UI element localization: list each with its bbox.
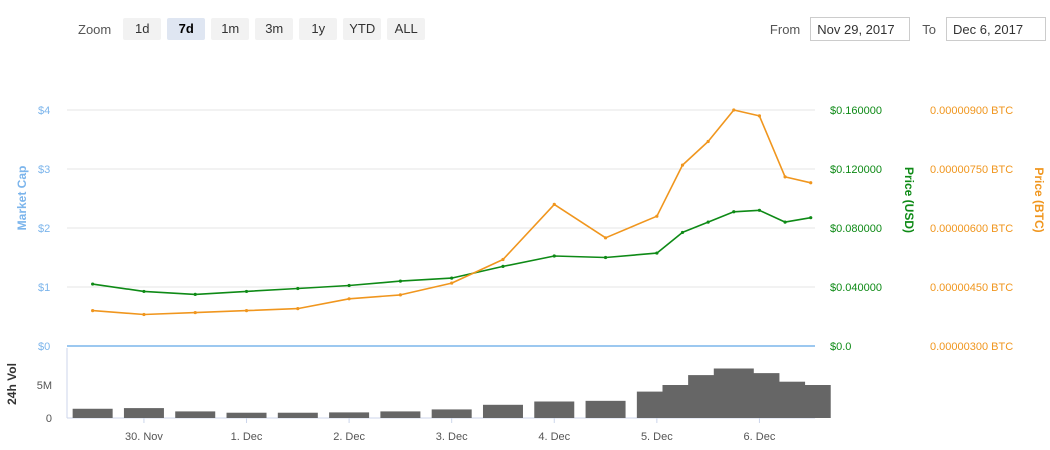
volume-bar xyxy=(329,412,370,418)
zoom-1m-button[interactable]: 1m xyxy=(211,18,250,40)
zoom-all-button[interactable]: ALL xyxy=(387,18,426,40)
x-tick-label: 1. Dec xyxy=(231,431,263,443)
to-label: To xyxy=(922,21,936,37)
volume-bar xyxy=(380,411,421,418)
price-usd-axis-title: Price (USD) xyxy=(902,167,916,233)
volume-axis-title: 24h Vol xyxy=(5,363,19,405)
price-btc-point xyxy=(347,297,351,301)
price-btc-point xyxy=(501,257,505,262)
price-usd-point xyxy=(603,255,608,260)
price-btc-point xyxy=(450,281,454,285)
price-btc-point xyxy=(757,114,762,118)
volume-tick: 5M xyxy=(37,380,52,392)
to-date-input[interactable] xyxy=(946,17,1046,41)
price-btc-point xyxy=(706,139,710,144)
price-usd-point xyxy=(296,286,300,291)
price-btc-tick: 0.00000450 BTC xyxy=(930,282,1013,294)
price-btc-point xyxy=(91,309,95,313)
volume-bar xyxy=(431,409,472,418)
zoom-1y-button[interactable]: 1y xyxy=(299,18,338,40)
volume-bar xyxy=(226,412,267,418)
market-cap-tick: $0 xyxy=(38,341,50,353)
volume-bar xyxy=(482,404,523,418)
grid-lines xyxy=(66,109,815,423)
date-range: From To xyxy=(770,17,1046,41)
price-usd-tick: $0.040000 xyxy=(830,282,882,294)
price-btc-tick: 0.00000600 BTC xyxy=(930,223,1013,235)
from-label: From xyxy=(769,21,801,37)
price-btc-point xyxy=(193,310,197,315)
price-usd-point xyxy=(757,208,762,212)
price-usd-point xyxy=(244,289,249,294)
volume-bar xyxy=(72,408,113,418)
price-btc-tick: 0.00000300 BTC xyxy=(930,341,1013,353)
price-usd-point xyxy=(783,220,787,224)
price-btc-tick: 0.00000900 BTC xyxy=(930,105,1013,117)
price-usd-line xyxy=(92,209,811,296)
price-usd-point xyxy=(501,264,505,268)
price-btc-point xyxy=(244,309,249,313)
price-usd-point xyxy=(680,230,685,235)
price-usd-tick: $0.0 xyxy=(830,341,851,353)
x-tick-label: 30. Nov xyxy=(125,431,163,443)
price-btc-point xyxy=(732,108,736,112)
price-usd-point xyxy=(91,282,95,286)
price-usd-point xyxy=(552,254,556,258)
axis-labels: 30. Nov 1. Dec 2. Dec 3. Dec 4. Dec 5. Dec 6. … xyxy=(5,105,1046,443)
price-btc-axis-title: Price (BTC) xyxy=(1032,167,1046,232)
price-usd-point xyxy=(398,279,402,283)
price-usd-point xyxy=(142,289,146,294)
zoom-toolbar: Zoom 1d 7d 1m 3m 1y YTD ALL xyxy=(78,17,426,41)
price-btc-point xyxy=(809,181,813,185)
price-btc-tick: 0.00000750 BTC xyxy=(930,164,1013,176)
price-usd-point xyxy=(655,251,659,255)
market-cap-tick: $4 xyxy=(38,105,50,117)
price-btc-point xyxy=(398,293,402,297)
price-usd-point xyxy=(732,210,736,214)
price-btc-point xyxy=(783,175,787,179)
x-tick-label: 3. Dec xyxy=(436,431,468,443)
price-btc-point xyxy=(655,214,659,218)
price-btc-point xyxy=(296,307,300,311)
price-usd-point xyxy=(450,276,454,280)
market-cap-tick: $1 xyxy=(38,282,50,294)
price-usd-point xyxy=(347,283,351,288)
zoom-1d-button[interactable]: 1d xyxy=(123,18,162,40)
price-usd-tick: $0.080000 xyxy=(830,223,882,235)
x-tick-label: 6. Dec xyxy=(744,431,776,443)
price-usd-point xyxy=(809,216,813,220)
zoom-7d-button[interactable]: 7d xyxy=(167,18,206,40)
x-tick-label: 4. Dec xyxy=(538,431,570,443)
price-usd-point xyxy=(193,292,197,296)
zoom-3m-button[interactable]: 3m xyxy=(255,18,294,40)
price-btc-point xyxy=(142,312,146,317)
volume-bar xyxy=(534,401,575,418)
price-usd-point xyxy=(706,220,710,224)
volume-bar xyxy=(175,411,216,418)
volume-bar xyxy=(123,408,164,418)
market-cap-axis-title: Market Cap xyxy=(15,166,29,231)
series-points xyxy=(91,108,813,317)
market-cap-tick: $2 xyxy=(38,223,50,235)
zoom-ytd-button[interactable]: YTD xyxy=(343,18,382,40)
price-usd-tick: $0.120000 xyxy=(830,164,882,176)
price-btc-point xyxy=(603,236,608,240)
volume-bar xyxy=(585,400,626,418)
price-btc-point xyxy=(552,202,556,206)
x-tick-label: 5. Dec xyxy=(641,431,673,443)
market-cap-tick: $3 xyxy=(38,164,50,176)
series-lines xyxy=(92,109,811,316)
price-usd-tick: $0.160000 xyxy=(830,105,882,117)
zoom-label: Zoom xyxy=(78,21,112,37)
volume-bar xyxy=(790,385,831,418)
price-btc-point xyxy=(680,163,685,167)
price-btc-line xyxy=(92,109,811,316)
volume-bar xyxy=(277,412,318,418)
x-tick-label: 2. Dec xyxy=(333,431,365,443)
from-date-input[interactable] xyxy=(810,17,911,41)
volume-bars xyxy=(72,368,831,418)
volume-tick: 0 xyxy=(46,413,52,425)
